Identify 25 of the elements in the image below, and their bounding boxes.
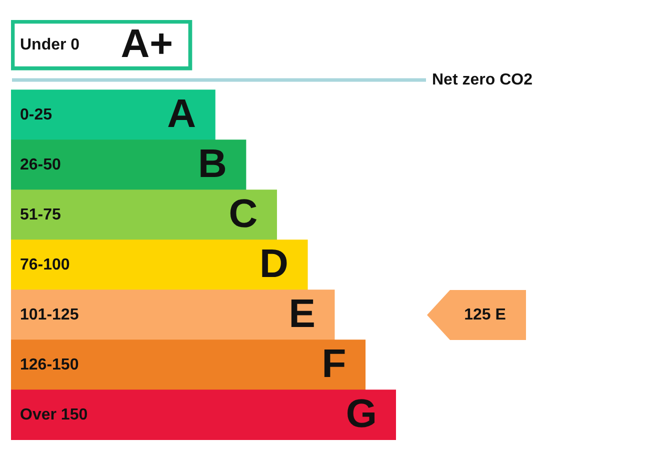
bar: [11, 140, 246, 190]
ref-line-label: Net zero CO2: [432, 71, 533, 88]
y-tick-label: 26-50: [20, 156, 62, 174]
text: 125 E: [464, 306, 506, 324]
annotation: F: [322, 342, 346, 386]
y-tick-label: 76-100: [20, 256, 70, 274]
annotation: A+: [120, 22, 173, 66]
annotation: B: [198, 142, 227, 186]
bar: [11, 240, 308, 290]
y-tick-label: 51-75: [20, 206, 62, 224]
annotation: C: [228, 192, 258, 236]
y-tick-label: Over 150: [20, 406, 88, 424]
annotation: A: [167, 92, 196, 136]
bar: [11, 340, 366, 390]
bar: [11, 190, 277, 240]
annotation: E: [288, 292, 316, 336]
bar: [11, 390, 396, 440]
y-tick-label: 126-150: [20, 356, 79, 374]
annotation: G: [346, 392, 377, 436]
y-tick-label: Under 0: [20, 36, 80, 54]
bar: [11, 290, 335, 340]
y-tick-label: 101-125: [20, 306, 79, 324]
annotation: D: [260, 242, 288, 286]
y-tick-label: 0-25: [20, 106, 52, 124]
bar: [11, 90, 216, 140]
